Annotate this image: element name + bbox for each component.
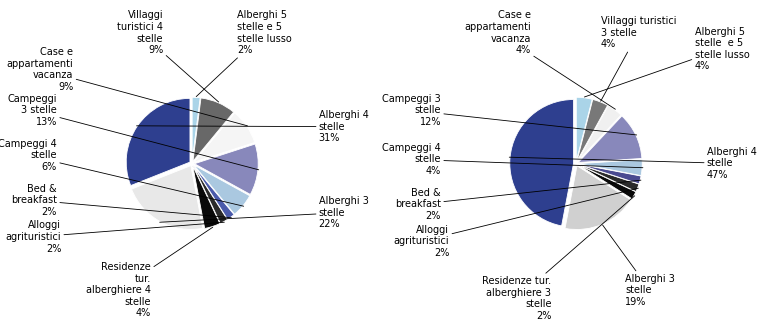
Wedge shape	[194, 165, 234, 219]
Text: Alberghi 4
stelle
47%: Alberghi 4 stelle 47%	[509, 147, 756, 180]
Text: Campeggi
3 stelle
13%: Campeggi 3 stelle 13%	[8, 94, 259, 170]
Text: Alberghi 3
stelle
19%: Alberghi 3 stelle 19%	[603, 225, 675, 307]
Text: Alloggi
agrituristici
2%: Alloggi agrituristici 2%	[394, 188, 638, 258]
Wedge shape	[578, 164, 639, 192]
Text: Case e
appartamenti
vacanza
4%: Case e appartamenti vacanza 4%	[465, 10, 615, 109]
Text: Campeggi 3
stelle
12%: Campeggi 3 stelle 12%	[382, 94, 637, 135]
Wedge shape	[578, 116, 642, 163]
Text: Alloggi
agrituristici
2%: Alloggi agrituristici 2%	[5, 220, 224, 254]
Text: Villaggi turistici
3 stelle
4%: Villaggi turistici 3 stelle 4%	[601, 16, 676, 101]
Wedge shape	[192, 97, 200, 161]
Wedge shape	[194, 166, 227, 223]
Wedge shape	[126, 98, 190, 186]
Wedge shape	[578, 160, 642, 176]
Wedge shape	[578, 165, 636, 199]
Wedge shape	[565, 166, 631, 230]
Text: Residenze tur.
alberghiere 3
stelle
2%: Residenze tur. alberghiere 3 stelle 2%	[482, 196, 634, 321]
Wedge shape	[193, 98, 233, 161]
Text: Alberghi 5
stelle e 5
stelle lusso
2%: Alberghi 5 stelle e 5 stelle lusso 2%	[196, 10, 292, 96]
Text: Alberghi 4
stelle
31%: Alberghi 4 stelle 31%	[137, 110, 369, 143]
Wedge shape	[510, 99, 574, 226]
Text: Campeggi 4
stelle
4%: Campeggi 4 stelle 4%	[382, 143, 643, 176]
Wedge shape	[577, 99, 607, 161]
Text: Bed &
breakfast
2%: Bed & breakfast 2%	[395, 180, 641, 221]
Text: Campeggi 4
stelle
6%: Campeggi 4 stelle 6%	[0, 139, 243, 206]
Wedge shape	[578, 106, 621, 162]
Wedge shape	[194, 144, 258, 195]
Text: Alberghi 3
stelle
22%: Alberghi 3 stelle 22%	[160, 196, 369, 229]
Wedge shape	[578, 164, 641, 184]
Text: Alberghi 5
stelle  e 5
stelle lusso
4%: Alberghi 5 stelle e 5 stelle lusso 4%	[584, 26, 750, 97]
Text: Bed &
breakfast
2%: Bed & breakfast 2%	[11, 184, 231, 218]
Wedge shape	[194, 165, 250, 214]
Wedge shape	[576, 97, 592, 161]
Wedge shape	[131, 166, 203, 230]
Text: Case e
appartamenti
vacanza
9%: Case e appartamenti vacanza 9%	[7, 47, 247, 126]
Text: Villaggi
turistici 4
stelle
9%: Villaggi turistici 4 stelle 9%	[118, 10, 219, 102]
Wedge shape	[194, 113, 255, 162]
Text: Residenze
tur.
alberghiere 4
stelle
4%: Residenze tur. alberghiere 4 stelle 4%	[86, 227, 213, 318]
Wedge shape	[193, 166, 220, 229]
